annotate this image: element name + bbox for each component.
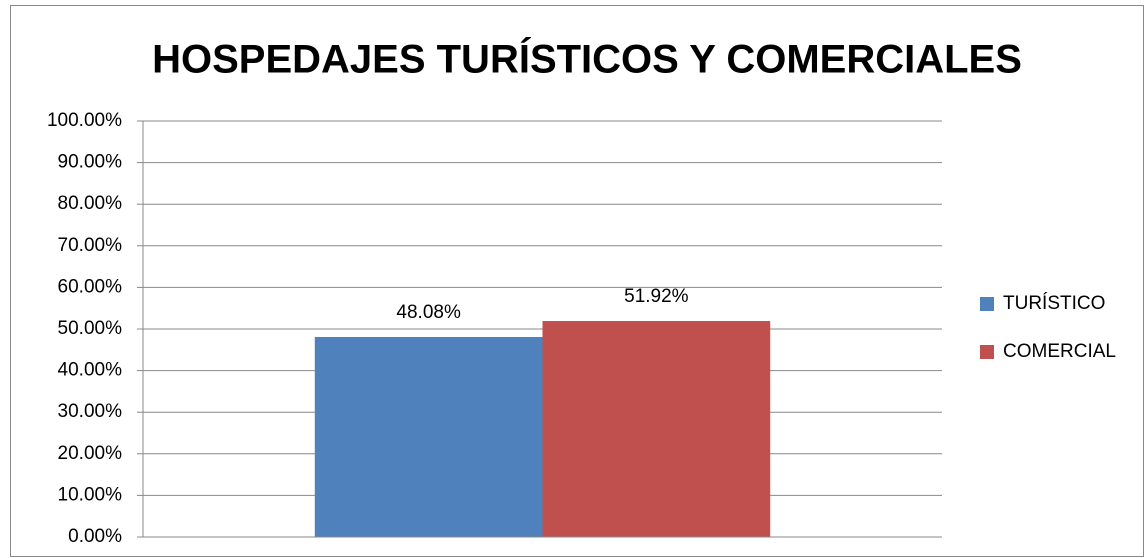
bar: [314, 336, 543, 537]
legend-label: COMERCIAL: [1003, 341, 1116, 362]
legend-swatch: [980, 297, 994, 311]
bar: [542, 321, 771, 537]
y-tick-label: 90.00%: [58, 152, 123, 173]
y-tick-label: 80.00%: [58, 193, 123, 214]
y-tick-label: 40.00%: [58, 360, 123, 381]
y-tick-label: 20.00%: [58, 443, 123, 464]
data-label: 48.08%: [396, 302, 461, 323]
y-tick-label: 10.00%: [58, 484, 123, 505]
chart-title: HOSPEDAJES TURÍSTICOS Y COMERCIALES: [152, 37, 1022, 82]
y-tick-label: 100.00%: [47, 110, 122, 131]
data-label: 51.92%: [624, 286, 689, 307]
y-tick-label: 70.00%: [58, 235, 123, 256]
y-tick-label: 60.00%: [58, 276, 123, 297]
y-tick-label: 30.00%: [58, 401, 123, 422]
legend-label: TURÍSTICO: [1003, 293, 1105, 314]
y-tick-label: 0.00%: [68, 526, 122, 547]
y-tick-label: 50.00%: [58, 318, 123, 339]
legend-swatch: [980, 345, 994, 359]
